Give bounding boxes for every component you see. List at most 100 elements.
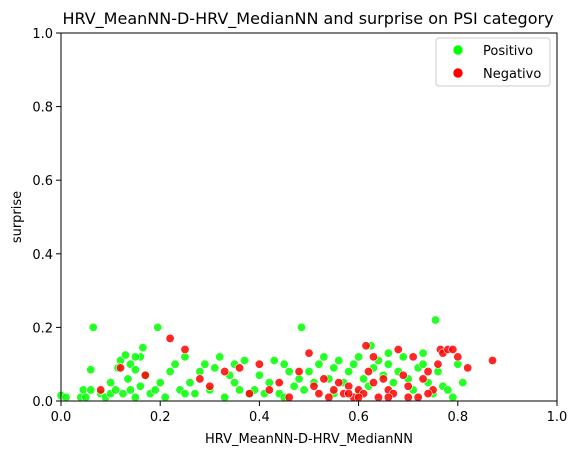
legend-marker-negativo xyxy=(452,67,464,79)
point-negativo xyxy=(403,381,413,391)
point-positivo xyxy=(443,385,453,395)
y-axis-label: surprise xyxy=(10,191,25,243)
point-positivo xyxy=(81,392,91,402)
point-negativo xyxy=(220,367,230,377)
point-positivo xyxy=(160,392,170,402)
point-positivo xyxy=(155,378,165,388)
chart-title: HRV_MeanNN-D-HRV_MedianNN and surprise o… xyxy=(62,9,553,29)
x-tick-label: 0.0 xyxy=(51,410,72,425)
point-negativo xyxy=(403,392,413,402)
point-negativo xyxy=(116,363,126,373)
point-positivo xyxy=(289,381,299,391)
point-negativo xyxy=(235,363,245,373)
point-negativo xyxy=(304,348,314,358)
point-positivo xyxy=(135,381,145,391)
point-positivo xyxy=(130,365,140,375)
point-positivo xyxy=(319,352,329,362)
point-positivo xyxy=(269,356,279,366)
y-tick-label: 0.4 xyxy=(32,248,53,263)
point-positivo xyxy=(314,359,324,369)
x-tick-label: 1.0 xyxy=(547,410,568,425)
y-tick-label: 1.0 xyxy=(32,27,53,42)
point-positivo xyxy=(220,392,230,402)
point-negativo xyxy=(329,385,339,395)
point-positivo xyxy=(88,322,98,332)
legend: Positivo Negativo xyxy=(435,37,551,87)
point-positivo xyxy=(215,352,225,362)
point-negativo xyxy=(373,392,383,402)
point-positivo xyxy=(200,359,210,369)
legend-box xyxy=(435,37,551,87)
point-positivo xyxy=(190,389,200,399)
point-positivo xyxy=(111,385,121,395)
point-positivo xyxy=(130,392,140,402)
point-negativo xyxy=(448,344,458,354)
y-tick-label: 0.0 xyxy=(32,395,53,410)
point-negativo xyxy=(423,367,433,377)
point-negativo xyxy=(368,352,378,362)
point-negativo xyxy=(309,381,319,391)
point-negativo xyxy=(195,374,205,384)
point-negativo xyxy=(488,356,498,366)
point-positivo xyxy=(235,385,245,395)
point-negativo xyxy=(284,392,294,402)
legend-label-positivo: Positivo xyxy=(483,44,533,59)
point-negativo xyxy=(354,392,364,402)
point-negativo xyxy=(398,370,408,380)
y-tick-label: 0.6 xyxy=(32,174,53,189)
plot-frame xyxy=(60,32,558,402)
x-axis-label: HRV_MeanNN-D-HRV_MedianNN xyxy=(205,432,413,447)
point-positivo xyxy=(304,367,314,377)
point-negativo xyxy=(324,392,334,402)
point-positivo xyxy=(383,359,393,369)
point-negativo xyxy=(463,363,473,373)
point-positivo xyxy=(279,359,289,369)
point-positivo xyxy=(130,352,140,362)
point-positivo xyxy=(118,389,128,399)
point-positivo xyxy=(344,367,354,377)
point-positivo xyxy=(120,350,130,360)
y-axis: 0.0 0.2 0.4 0.6 0.8 1.0 xyxy=(32,27,61,410)
point-negativo xyxy=(453,352,463,362)
point-positivo xyxy=(210,363,220,373)
point-negativo xyxy=(368,378,378,388)
point-positivo xyxy=(150,385,160,395)
point-positivo xyxy=(240,356,250,366)
point-negativo xyxy=(423,389,433,399)
point-positivo xyxy=(230,378,240,388)
point-positivo xyxy=(185,378,195,388)
point-positivo xyxy=(297,322,307,332)
point-positivo xyxy=(299,385,309,395)
point-negativo xyxy=(314,389,324,399)
point-negativo xyxy=(165,333,175,343)
point-negativo xyxy=(344,389,354,399)
point-positivo xyxy=(418,348,428,358)
point-negativo xyxy=(140,370,150,380)
point-negativo xyxy=(294,367,304,377)
point-negativo xyxy=(361,341,371,351)
x-tick-label: 0.8 xyxy=(447,410,468,425)
point-negativo xyxy=(319,374,329,384)
point-negativo xyxy=(433,359,443,369)
point-negativo xyxy=(393,344,403,354)
point-negativo xyxy=(418,374,428,384)
point-negativo xyxy=(264,385,274,395)
point-negativo xyxy=(364,367,374,377)
point-negativo xyxy=(244,389,254,399)
point-positivo xyxy=(165,367,175,377)
y-tick-label: 0.8 xyxy=(32,101,53,116)
legend-marker-positivo xyxy=(452,44,464,56)
point-negativo xyxy=(334,378,344,388)
point-positivo xyxy=(125,385,135,395)
point-positivo xyxy=(383,348,393,358)
point-negativo xyxy=(254,359,264,369)
point-positivo xyxy=(458,378,468,388)
point-positivo xyxy=(254,370,264,380)
plot-area xyxy=(56,32,558,402)
point-positivo xyxy=(180,389,190,399)
point-negativo xyxy=(413,392,423,402)
point-positivo xyxy=(86,385,96,395)
point-negativo xyxy=(383,392,393,402)
point-positivo xyxy=(123,374,133,384)
